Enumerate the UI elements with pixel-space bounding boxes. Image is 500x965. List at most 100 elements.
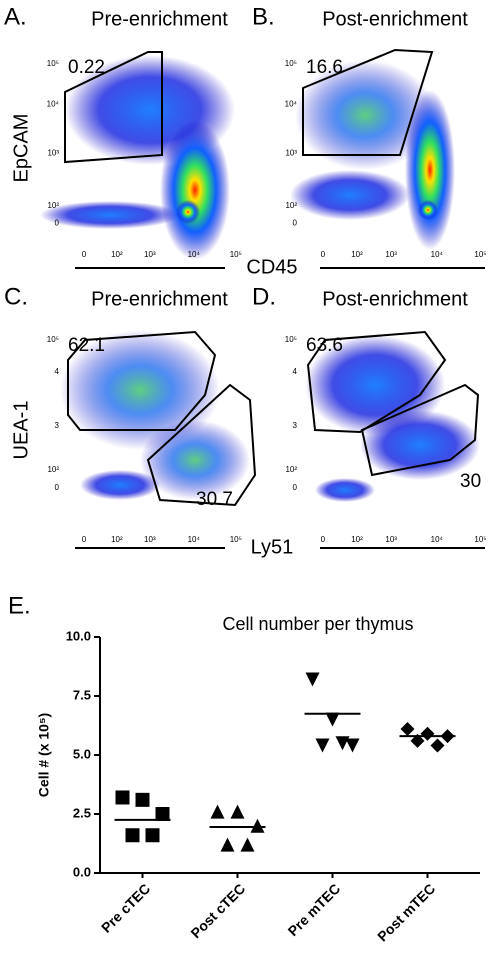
x-tick-label: 10⁴ — [431, 250, 444, 259]
dot — [410, 733, 425, 748]
dot — [115, 790, 130, 805]
dot — [155, 807, 170, 821]
x-tick-label: 10³ — [385, 250, 397, 259]
x-tick-label: Post mTEC — [374, 880, 438, 944]
gate-value: 63.6 — [306, 335, 343, 356]
x-axis-label: CD45 — [246, 256, 297, 278]
y-tick-label: 2.5 — [73, 805, 91, 820]
y-tick-label: 4 — [55, 367, 60, 376]
dot — [240, 837, 255, 852]
x-tick-label: 0 — [321, 250, 326, 259]
gate — [360, 383, 480, 477]
y-tick-label: 10² — [47, 465, 59, 474]
x-tick-label: Pre mTEC — [285, 880, 344, 939]
dot — [335, 736, 350, 751]
density-cloud — [418, 200, 438, 220]
y-axis-label: UEA-1 — [10, 401, 32, 460]
density-cloud — [80, 470, 160, 500]
x-tick-label: 10² — [111, 250, 123, 259]
y-axis-label: Cell # (x 10⁵) — [36, 713, 52, 797]
dot — [250, 818, 265, 833]
dot — [135, 792, 150, 807]
y-tick-label: 0.0 — [73, 864, 91, 879]
density-cloud — [405, 90, 455, 250]
x-tick-label: 10² — [351, 535, 363, 544]
gate — [64, 51, 163, 164]
gate-value: 0.22 — [68, 57, 105, 78]
panel-letter: A. — [4, 3, 27, 30]
x-tick-label: 10³ — [385, 535, 397, 544]
x-tick-label: 10² — [351, 250, 363, 259]
panel-title: Pre-enrichment — [91, 288, 228, 310]
dot — [230, 804, 245, 819]
gate — [67, 330, 217, 431]
dot — [400, 722, 415, 737]
dot — [420, 726, 435, 741]
x-axis-label: Ly51 — [251, 536, 294, 558]
y-tick-label: 0 — [55, 219, 60, 228]
density-cloud — [60, 330, 220, 450]
dot — [345, 738, 360, 753]
density-cloud — [360, 410, 480, 480]
chart-title: Cell number per thymus — [222, 614, 413, 634]
x-tick-label: 10⁴ — [431, 535, 444, 544]
density-cloud — [176, 200, 200, 224]
dot — [220, 837, 235, 852]
x-tick-label: 10³ — [144, 535, 156, 544]
x-tick-label: Post cTEC — [187, 880, 248, 941]
density-cloud — [315, 478, 375, 502]
y-tick-label: 10⁵ — [285, 59, 297, 68]
y-tick-label: 10³ — [47, 148, 59, 157]
gate-value: 16.6 — [306, 57, 343, 78]
density-cloud — [160, 120, 230, 260]
dot — [125, 828, 140, 843]
panel-letter: B. — [252, 3, 275, 30]
x-tick-label: 10⁵ — [474, 535, 486, 544]
density-plot — [60, 330, 257, 507]
panel-title: Pre-enrichment — [91, 8, 228, 30]
x-tick-label: 10⁵ — [474, 250, 486, 259]
panel-letter: E. — [8, 592, 31, 619]
y-tick-label: 0 — [293, 219, 298, 228]
x-tick-label: 10³ — [144, 250, 156, 259]
panel-title: Post-enrichment — [322, 8, 468, 30]
panel-letter: D. — [252, 283, 276, 310]
density-plot — [305, 330, 480, 502]
y-tick-label: 3 — [293, 421, 298, 430]
x-tick-label: 10² — [111, 535, 123, 544]
x-tick-label: 0 — [82, 535, 87, 544]
density-plot — [290, 48, 455, 250]
y-tick-label: 10⁴ — [285, 100, 298, 109]
density-plot — [40, 51, 235, 260]
x-tick-label: 0 — [321, 535, 326, 544]
y-tick-label: 7.5 — [73, 687, 91, 702]
gate — [146, 383, 257, 507]
y-tick-label: 10⁵ — [285, 335, 297, 344]
x-tick-label: 0 — [82, 250, 87, 259]
gate — [302, 48, 434, 156]
x-tick-label: 10⁴ — [188, 535, 201, 544]
dot — [430, 738, 445, 753]
x-tick-label: 10⁴ — [188, 250, 201, 259]
gate-value: 30 — [460, 471, 481, 492]
y-tick-label: 0 — [55, 483, 60, 492]
panel-title: Post-enrichment — [322, 288, 468, 310]
density-cloud — [290, 170, 410, 220]
y-tick-label: 10² — [47, 201, 59, 210]
dot — [145, 828, 160, 843]
dot — [210, 804, 225, 819]
density-cloud — [140, 420, 250, 500]
y-tick-label: 0 — [293, 483, 298, 492]
x-tick-label: 10⁵ — [230, 250, 242, 259]
y-tick-label: 10² — [285, 465, 297, 474]
panel-letter: C. — [4, 283, 28, 310]
x-tick-label: Pre cTEC — [98, 880, 153, 935]
y-tick-label: 10³ — [285, 148, 297, 157]
density-cloud — [40, 201, 180, 229]
y-tick-label: 10.0 — [66, 628, 91, 643]
y-tick-label: 10² — [285, 201, 297, 210]
dot — [305, 672, 320, 687]
y-tick-label: 10⁵ — [47, 335, 59, 344]
dot — [315, 738, 330, 753]
